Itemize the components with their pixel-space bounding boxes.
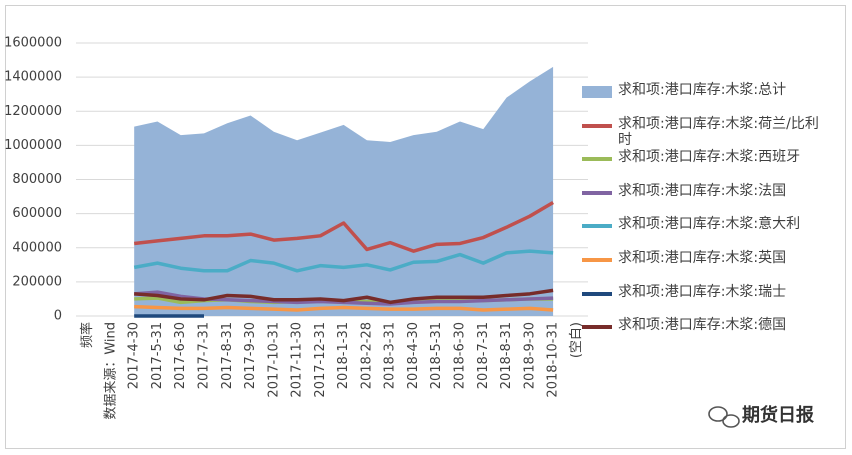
legend-swatch [582,224,612,229]
x-tick-label: 2018-1-31 [336,322,351,389]
x-tick-label: 2017-7-31 [197,322,212,389]
legend-item: 求和项:港口库存:木浆:瑞士 [582,278,832,312]
x-tick-label: 2017-5-31 [150,322,165,389]
line [134,288,554,305]
legend: 求和项:港口库存:木浆:总计 求和项:港口库存:木浆:荷兰/比利时 求和项:港口库存… [582,76,832,345]
legend-item: 求和项:港口库存:木浆:意大利 [582,210,832,244]
x-tick-label: 2018-4-30 [406,322,421,389]
line [133,201,554,253]
x-tick-label: 频率 [79,322,95,348]
legend-label: 求和项:港口库存:木浆:西班牙 [618,149,801,166]
x-tick-label: 2017-8-31 [220,322,235,389]
legend-item: 求和项:港口库存:木浆:英国 [582,244,832,278]
line [133,249,554,273]
y-tick-label: 1200000 [4,104,62,119]
legend-item: 求和项:港口库存:木浆:德国 [582,311,832,345]
y-tick-label: 400000 [12,240,62,255]
legend-item: 求和项:港口库存:木浆:西班牙 [582,143,832,177]
x-tick-label: (空白) [568,322,584,358]
legend-swatch [582,325,612,330]
y-tick-label: 600000 [12,206,62,221]
x-tick-label: 2017-10-31 [266,322,281,398]
y-tick-label: 0 [54,309,62,324]
legend-label: 求和项:港口库存:木浆:英国 [618,249,787,266]
y-tick-label: 1600000 [4,36,62,51]
watermark-icon [708,406,740,428]
legend-swatch [582,157,612,162]
line [134,304,554,312]
x-tick-label: 2018-6-30 [453,322,468,389]
legend-label: 求和项:港口库存:木浆:荷兰/比利时 [618,115,819,148]
x-tick-label: 2017-12-31 [313,322,328,398]
legend-item: 求和项:港口库存:木浆:总计 [582,76,832,110]
x-tick-label: 2017-6-30 [173,322,188,389]
legend-swatch [582,291,612,296]
legend-swatch [582,123,612,128]
watermark: 期货日报 [742,404,814,426]
legend-label: 求和项:港口库存:木浆:德国 [618,317,787,334]
x-tick-label: 2017-9-30 [243,322,258,389]
legend-label: 求和项:港口库存:木浆:法国 [618,182,787,199]
y-tick-label: 1400000 [4,70,62,85]
legend-item: 求和项:港口库存:木浆:荷兰/比利时 [582,110,832,148]
legend-swatch [582,190,612,195]
legend-swatch [582,257,612,262]
x-tick-label: 2017-11-30 [290,322,305,398]
x-tick-label: 2018-3-31 [383,322,398,389]
x-tick-label: 2017-4-30 [127,322,142,389]
legend-swatch [582,86,612,98]
legend-label: 求和项:港口库存:木浆:瑞士 [618,283,787,300]
x-tick-label: 2018-9-30 [522,322,537,389]
y-tick-label: 1000000 [4,138,62,153]
x-tick-label: 2018-5-31 [429,322,444,389]
y-tick-label: 200000 [12,274,62,289]
y-tick-label: 800000 [12,172,62,187]
x-tick-label: 2018-8-31 [499,322,514,389]
x-tick-label: 2018-2-28 [359,322,374,389]
x-tick-label: 2018-7-31 [476,322,491,389]
area [134,66,554,316]
x-tick-label: 2018-10-31 [546,322,561,398]
x-tick-label: 数据来源：Wind [103,322,118,420]
legend-label: 求和项:港口库存:木浆:意大利 [618,216,801,233]
legend-item: 求和项:港口库存:木浆:法国 [582,177,832,211]
legend-label: 求和项:港口库存:木浆:总计 [618,82,787,98]
